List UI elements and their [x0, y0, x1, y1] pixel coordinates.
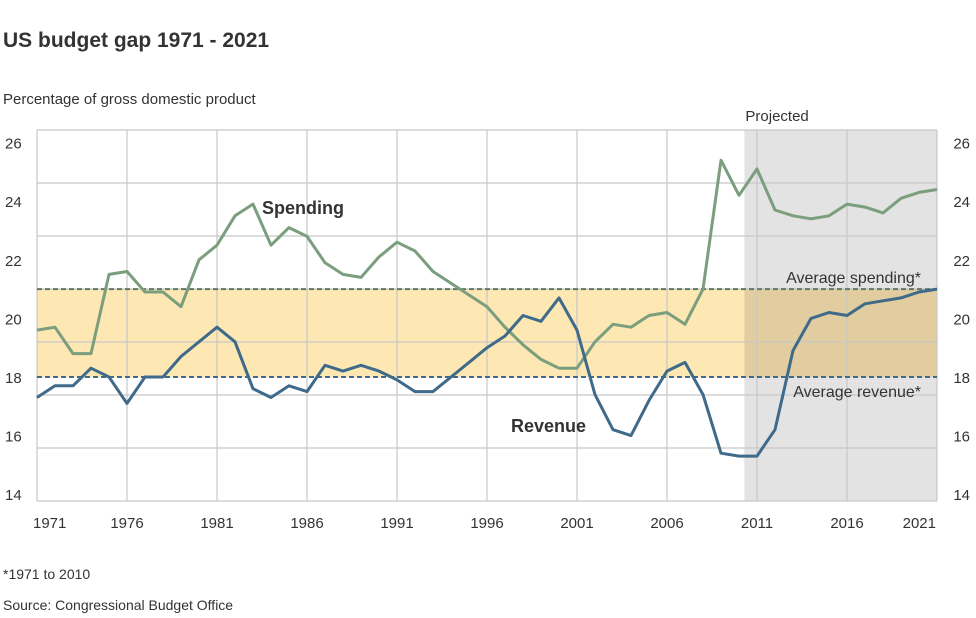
y-tick-label-right: 26: [953, 136, 970, 153]
x-tick-label: 1976: [110, 515, 143, 532]
x-tick-label: 2006: [650, 515, 683, 532]
chart-title: US budget gap 1971 - 2021: [3, 29, 269, 52]
source: Source: Congressional Budget Office: [3, 597, 233, 613]
y-tick-label-right: 14: [953, 487, 970, 504]
average-spending-label: Average spending*: [786, 270, 921, 287]
x-tick-label: 2021: [903, 515, 936, 532]
y-tick-label-left: 20: [5, 311, 22, 328]
y-tick-label-right: 16: [953, 429, 970, 446]
x-tick-label: 1971: [33, 515, 66, 532]
y-tick-label-left: 22: [5, 253, 22, 270]
y-tick-label-right: 20: [953, 311, 970, 328]
y-tick-label-right: 24: [953, 194, 970, 211]
x-tick-label: 1996: [470, 515, 503, 532]
y-tick-label-left: 16: [5, 429, 22, 446]
revenue-series-label: Revenue: [511, 416, 586, 436]
y-tick-label-right: 22: [953, 253, 970, 270]
y-tick-label-right: 18: [953, 370, 970, 387]
x-tick-label: 1986: [290, 515, 323, 532]
x-tick-label: 1991: [380, 515, 413, 532]
x-tick-label: 2016: [830, 515, 863, 532]
y-axis-label: Percentage of gross domestic product: [3, 91, 256, 108]
x-tick-label: 1981: [200, 515, 233, 532]
spending-series-label: Spending: [262, 198, 344, 218]
y-tick-label-left: 14: [5, 487, 22, 504]
average-revenue-label: Average revenue*: [793, 384, 921, 401]
y-tick-label-left: 24: [5, 194, 22, 211]
x-tick-label: 2011: [741, 515, 773, 532]
projected-label: Projected: [745, 108, 808, 125]
y-tick-label-left: 18: [5, 370, 22, 387]
x-tick-label: 2001: [560, 515, 593, 532]
y-tick-label-left: 26: [5, 136, 22, 153]
footnote: *1971 to 2010: [3, 566, 90, 582]
